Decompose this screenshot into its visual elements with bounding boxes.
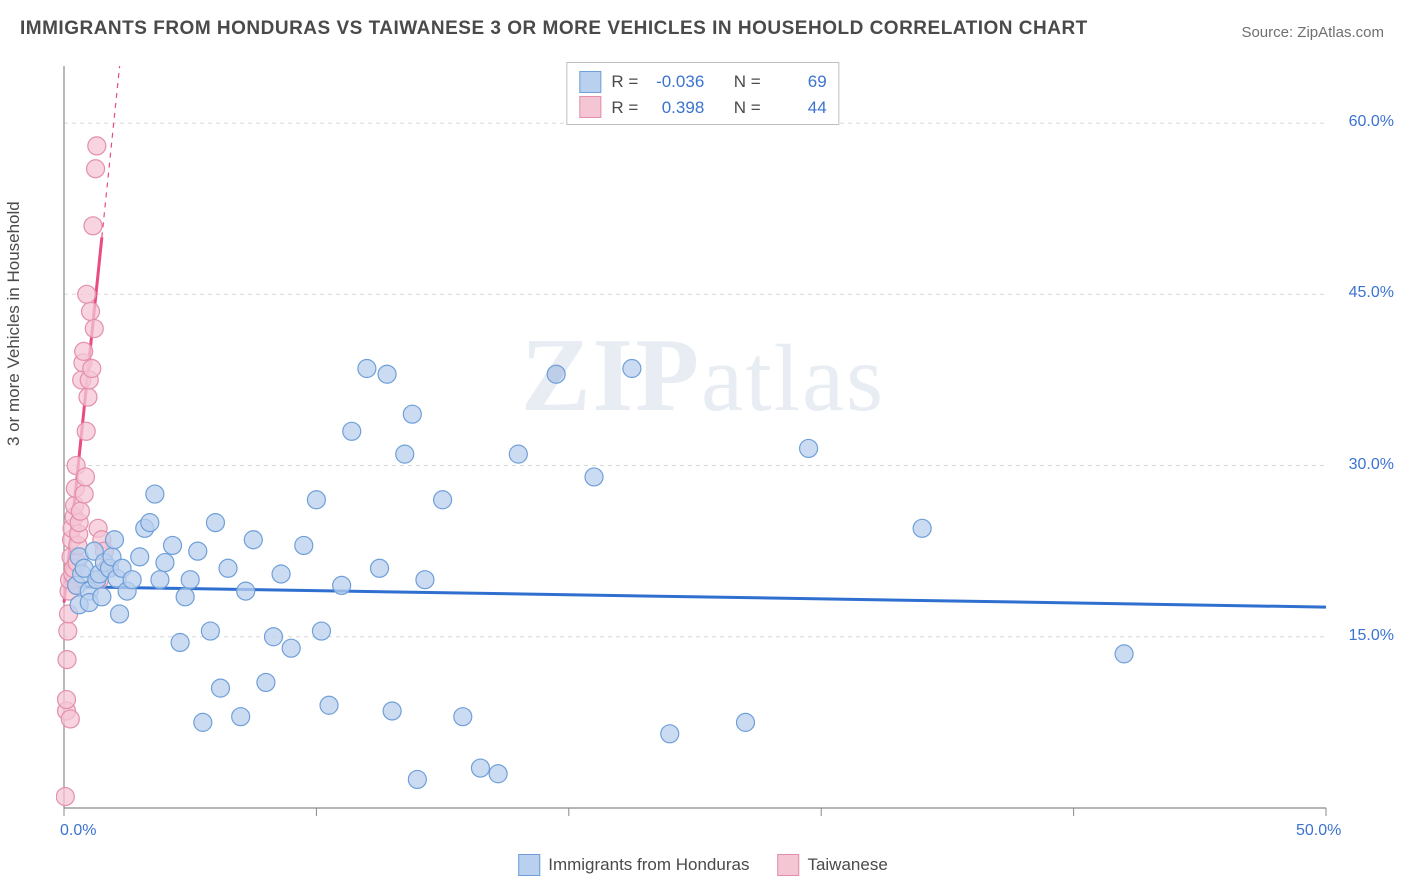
y-tick-label: 15.0% bbox=[1349, 627, 1394, 645]
chart-svg bbox=[56, 58, 1386, 848]
y-tick-label: 60.0% bbox=[1349, 113, 1394, 131]
bottom-legend: Immigrants from Honduras Taiwanese bbox=[518, 854, 888, 876]
legend-item-series-2: Taiwanese bbox=[777, 854, 887, 876]
y-tick-label: 30.0% bbox=[1349, 456, 1394, 474]
source-label: Source: ZipAtlas.com bbox=[1241, 24, 1384, 41]
stats-legend-box: R = -0.036 N = 69 R = 0.398 N = 44 bbox=[566, 62, 839, 125]
legend-label: Taiwanese bbox=[807, 855, 887, 875]
x-tick-label: 50.0% bbox=[1296, 822, 1341, 840]
page-title: IMMIGRANTS FROM HONDURAS VS TAIWANESE 3 … bbox=[20, 18, 1088, 40]
swatch-series-1 bbox=[518, 854, 540, 876]
swatch-series-2 bbox=[579, 96, 601, 118]
legend-label: Immigrants from Honduras bbox=[548, 855, 749, 875]
legend-item-series-1: Immigrants from Honduras bbox=[518, 854, 749, 876]
swatch-series-1 bbox=[579, 71, 601, 93]
y-tick-label: 45.0% bbox=[1349, 284, 1394, 302]
stats-row-series-2: R = 0.398 N = 44 bbox=[579, 95, 826, 121]
correlation-scatter-chart bbox=[56, 58, 1386, 848]
swatch-series-2 bbox=[777, 854, 799, 876]
x-tick-label: 0.0% bbox=[60, 822, 96, 840]
stats-row-series-1: R = -0.036 N = 69 bbox=[579, 69, 826, 95]
y-axis-label: 3 or more Vehicles in Household bbox=[4, 201, 24, 446]
